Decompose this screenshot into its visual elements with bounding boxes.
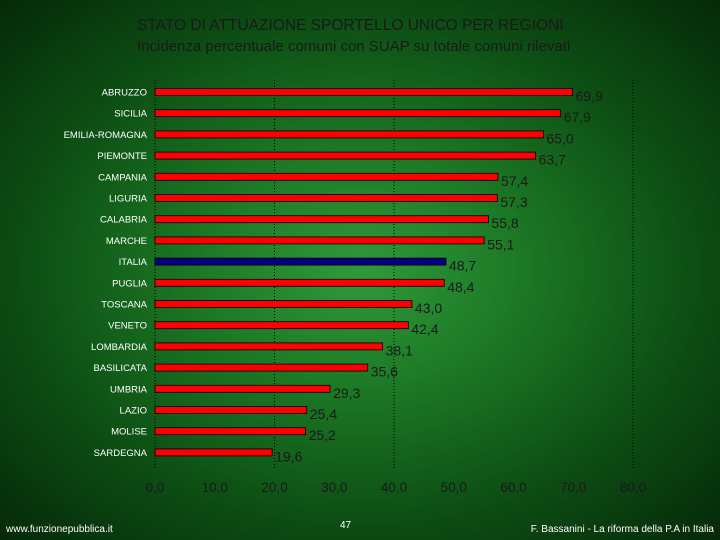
- value-label: 63,7: [539, 152, 566, 168]
- x-tick-label: 70,0: [560, 480, 586, 495]
- x-tick-label: 40,0: [381, 480, 407, 495]
- x-tick-label: 80,0: [620, 480, 646, 495]
- bar: [154, 278, 445, 287]
- category-label: ITALIA: [119, 257, 148, 268]
- chart-subtitle: Incidenza percentuale comuni con SUAP su…: [137, 38, 571, 55]
- bar: [154, 109, 562, 118]
- value-label: 69,9: [576, 88, 603, 104]
- bar: [154, 406, 308, 414]
- value-label: 65,0: [546, 130, 573, 146]
- category-label: SICILIA: [114, 109, 147, 120]
- category-label: EMILIA-ROMAGNA: [64, 130, 148, 141]
- value-label: 42,4: [411, 321, 438, 337]
- x-tick-label: 50,0: [441, 480, 467, 495]
- value-label: 43,0: [415, 300, 442, 316]
- bar: [154, 215, 489, 224]
- category-label: MARCHE: [106, 236, 147, 247]
- value-label: 67,9: [564, 109, 591, 125]
- value-label: 48,7: [449, 258, 476, 274]
- value-label: 57,3: [500, 194, 527, 210]
- footer-credit: F. Bassanini - La riforma della P.A in I…: [530, 524, 714, 535]
- value-label: 29,3: [333, 385, 360, 401]
- bar: [154, 257, 447, 266]
- category-label: LIGURIA: [109, 194, 148, 205]
- bar: [154, 236, 485, 245]
- bar: [154, 363, 369, 372]
- category-label: ABRUZZO: [102, 88, 147, 99]
- category-label: PUGLIA: [112, 278, 148, 289]
- page-number: 47: [340, 520, 352, 531]
- x-tick-label: 10,0: [202, 480, 228, 495]
- category-label: SARDEGNA: [94, 448, 148, 459]
- value-label: 25,2: [309, 427, 336, 443]
- bar: [154, 321, 409, 330]
- bar: [154, 172, 499, 181]
- bar: [154, 448, 273, 457]
- value-label: 57,4: [501, 173, 528, 189]
- x-tick-label: 60,0: [500, 480, 526, 495]
- value-label: 55,1: [487, 236, 514, 252]
- bar: [154, 88, 574, 96]
- bar: [154, 194, 498, 202]
- footer-website: www.funzionepubblica.it: [6, 524, 113, 535]
- chart-title: STATO DI ATTUAZIONE SPORTELLO UNICO PER …: [137, 17, 564, 34]
- bar: [154, 342, 384, 351]
- value-label: 55,8: [491, 215, 518, 231]
- x-tick-label: 20,0: [261, 480, 287, 495]
- category-label: CAMPANIA: [98, 172, 148, 183]
- category-label: UMBRIA: [110, 384, 148, 395]
- bar: [154, 300, 413, 308]
- category-label: CALABRIA: [100, 215, 148, 226]
- value-label: 35,6: [371, 364, 398, 380]
- bar: [154, 151, 537, 160]
- category-label: VENETO: [108, 321, 147, 332]
- value-label: 38,1: [386, 342, 413, 358]
- category-label: LAZIO: [120, 406, 147, 417]
- bar: [154, 427, 306, 436]
- category-label: TOSCANA: [101, 300, 147, 311]
- x-tick-label: 0,0: [146, 480, 165, 495]
- category-label: BASILICATA: [94, 363, 148, 374]
- category-label: PIEMONTE: [97, 151, 147, 162]
- bar: [154, 130, 544, 139]
- value-label: 25,4: [310, 406, 337, 422]
- category-label: LOMBARDIA: [91, 342, 148, 353]
- x-tick-label: 30,0: [321, 480, 347, 495]
- value-label: 48,4: [447, 279, 474, 295]
- category-label: MOLISE: [111, 427, 147, 438]
- bar: [154, 384, 331, 393]
- value-label: 19,6: [275, 448, 302, 464]
